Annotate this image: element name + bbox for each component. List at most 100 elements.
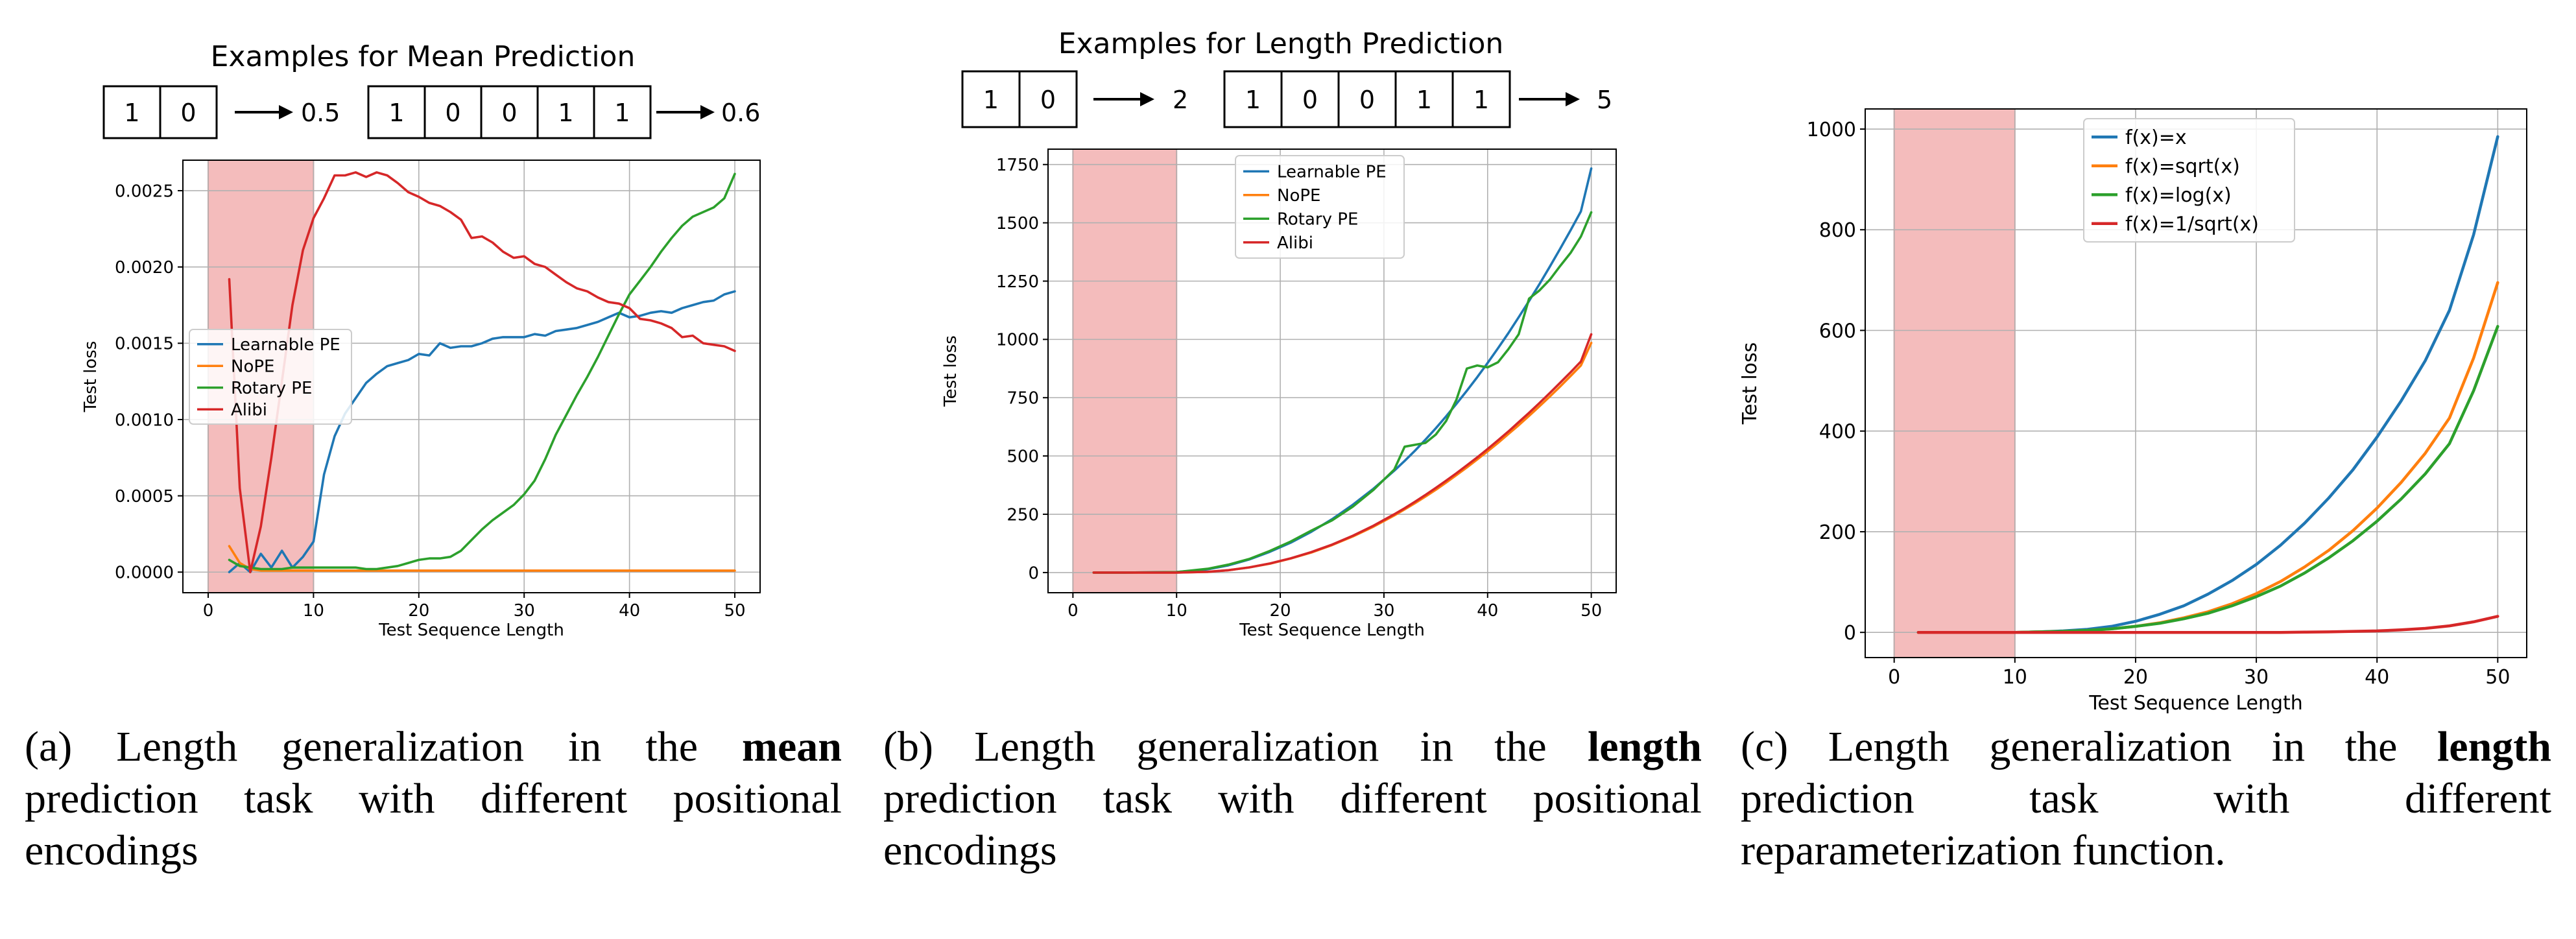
x-tick-label: 20 — [2123, 666, 2148, 689]
x-tick-label: 40 — [619, 601, 640, 621]
x-axis-label: Test Sequence Length — [1239, 621, 1425, 640]
legend-label-3: f(x)=log(x) — [2125, 184, 2232, 207]
token-cell — [961, 70, 1021, 128]
caption-b-suffix: prediction task with different positiona… — [883, 775, 1702, 874]
legend-label-3: Rotary PE — [1277, 210, 1358, 230]
chart-panel-a: 0 10 20 30 40 50 0.0000 0.0005 0.0010 0.0015 0.002… — [81, 160, 761, 640]
arrow-icon — [279, 105, 293, 119]
y-tick-label: 0.0010 — [115, 410, 174, 430]
token-cell — [1394, 70, 1454, 128]
caption-c-bold: length — [2437, 723, 2551, 770]
legend-label-1: f(x)=x — [2125, 126, 2187, 149]
caption-panel-b: (b) Length generalization in the length … — [883, 721, 1702, 877]
examples-title: Examples for Length Prediction — [1058, 27, 1504, 60]
y-tick-label: 1500 — [996, 214, 1039, 233]
x-tick-label: 0 — [203, 601, 214, 621]
x-tick-label: 10 — [1166, 601, 1187, 621]
y-tick-label: 1000 — [996, 331, 1039, 350]
series-line-4 — [1092, 333, 1593, 574]
token-cell — [367, 85, 426, 139]
y-tick-label: 750 — [1007, 389, 1039, 409]
token-cell — [1223, 70, 1283, 128]
series-line-1 — [228, 290, 736, 573]
x-tick-label: 40 — [2365, 666, 2389, 689]
x-tick-label: 50 — [2485, 666, 2510, 689]
caption-a-suffix: prediction task with different positiona… — [25, 775, 842, 874]
caption-b-bold: length — [1587, 723, 1702, 770]
token-value: 1 — [1245, 86, 1261, 114]
y-tick-label: 0 — [1028, 564, 1039, 583]
y-tick-label: 200 — [1819, 521, 1856, 544]
legend-label-2: f(x)=sqrt(x) — [2125, 156, 2240, 178]
y-tick-label: 0.0020 — [115, 258, 174, 278]
x-tick-label: 0 — [1067, 601, 1079, 621]
y-tick-label: 1750 — [996, 156, 1039, 175]
plot-frame — [1865, 108, 2527, 658]
legend-label-4: f(x)=1/sqrt(x) — [2125, 213, 2259, 236]
legend-box — [2083, 118, 2295, 243]
y-tick-label: 0 — [1844, 622, 1856, 645]
token-cell — [1451, 70, 1511, 128]
token-value: 0 — [180, 99, 196, 127]
example-result: 2 — [1173, 86, 1188, 114]
y-tick-label: 1000 — [1807, 119, 1856, 141]
legend-label-4: Alibi — [231, 401, 267, 420]
x-tick-label: 30 — [2244, 666, 2269, 689]
legend-box — [1235, 155, 1405, 259]
y-tick-label: 0.0000 — [115, 564, 174, 583]
x-tick-label: 30 — [514, 601, 535, 621]
token-value: 1 — [1473, 86, 1489, 114]
token-cell — [102, 85, 161, 139]
series-line-3 — [1092, 211, 1593, 574]
arrow-icon — [1140, 92, 1154, 106]
legend-label-4: Alibi — [1277, 233, 1313, 253]
token-cell — [159, 85, 218, 139]
y-tick-label: 400 — [1819, 421, 1856, 444]
caption-panel-c: (c) Length generalization in the length … — [1741, 721, 2551, 877]
plot-frame — [182, 160, 761, 593]
caption-a-prefix: (a) Length generalization in the — [25, 723, 743, 770]
y-tick-label: 0.0025 — [115, 182, 174, 201]
token-value: 1 — [558, 99, 573, 127]
x-tick-label: 30 — [1373, 601, 1394, 621]
y-tick-label: 250 — [1007, 505, 1039, 525]
arrow-icon — [700, 105, 715, 119]
x-tick-label: 40 — [1477, 601, 1498, 621]
caption-panel-a: (a) Length generalization in the mean pr… — [25, 721, 842, 877]
example-result: 5 — [1597, 86, 1612, 114]
token-value: 0 — [1302, 86, 1318, 114]
x-tick-label: 50 — [1580, 601, 1602, 621]
x-axis-label: Test Sequence Length — [378, 621, 564, 640]
token-cell — [1018, 70, 1078, 128]
y-axis-label: Test loss — [81, 341, 101, 413]
shaded-region — [1073, 149, 1177, 593]
legend-label-1: Learnable PE — [1277, 163, 1387, 182]
arrow-icon — [1566, 92, 1580, 106]
caption-c-prefix: (c) Length generalization in the — [1741, 723, 2437, 770]
caption-c-suffix: prediction task with different reparamet… — [1741, 775, 2551, 874]
token-value: 0 — [1040, 86, 1056, 114]
legend-label-3: Rotary PE — [231, 379, 312, 398]
token-value: 1 — [124, 99, 139, 127]
token-value: 1 — [1416, 86, 1432, 114]
series-line-3 — [228, 172, 736, 571]
x-tick-label: 10 — [303, 601, 324, 621]
x-tick-label: 20 — [1270, 601, 1291, 621]
y-axis-label: Test loss — [1739, 342, 1761, 425]
y-tick-label: 1250 — [996, 272, 1039, 292]
token-value: 1 — [388, 99, 404, 127]
x-tick-label: 20 — [408, 601, 429, 621]
legend-box — [189, 329, 352, 425]
examples-panel-b: Examples for Length Prediction 1 0 2 1 0 0 1 1 5 — [961, 27, 1612, 128]
token-value: 1 — [983, 86, 999, 114]
token-value: 0 — [445, 99, 460, 127]
y-tick-label: 0.0005 — [115, 487, 174, 506]
series-line-2 — [228, 545, 736, 572]
y-axis-label: Test loss — [941, 335, 960, 407]
chart-panel-b: 0 10 20 30 40 5002505007501000125015001750Tes… — [941, 149, 1617, 640]
caption-b-prefix: (b) Length generalization in the — [883, 723, 1588, 770]
y-tick-label: 0.0015 — [115, 335, 174, 354]
token-cell — [1280, 70, 1340, 128]
